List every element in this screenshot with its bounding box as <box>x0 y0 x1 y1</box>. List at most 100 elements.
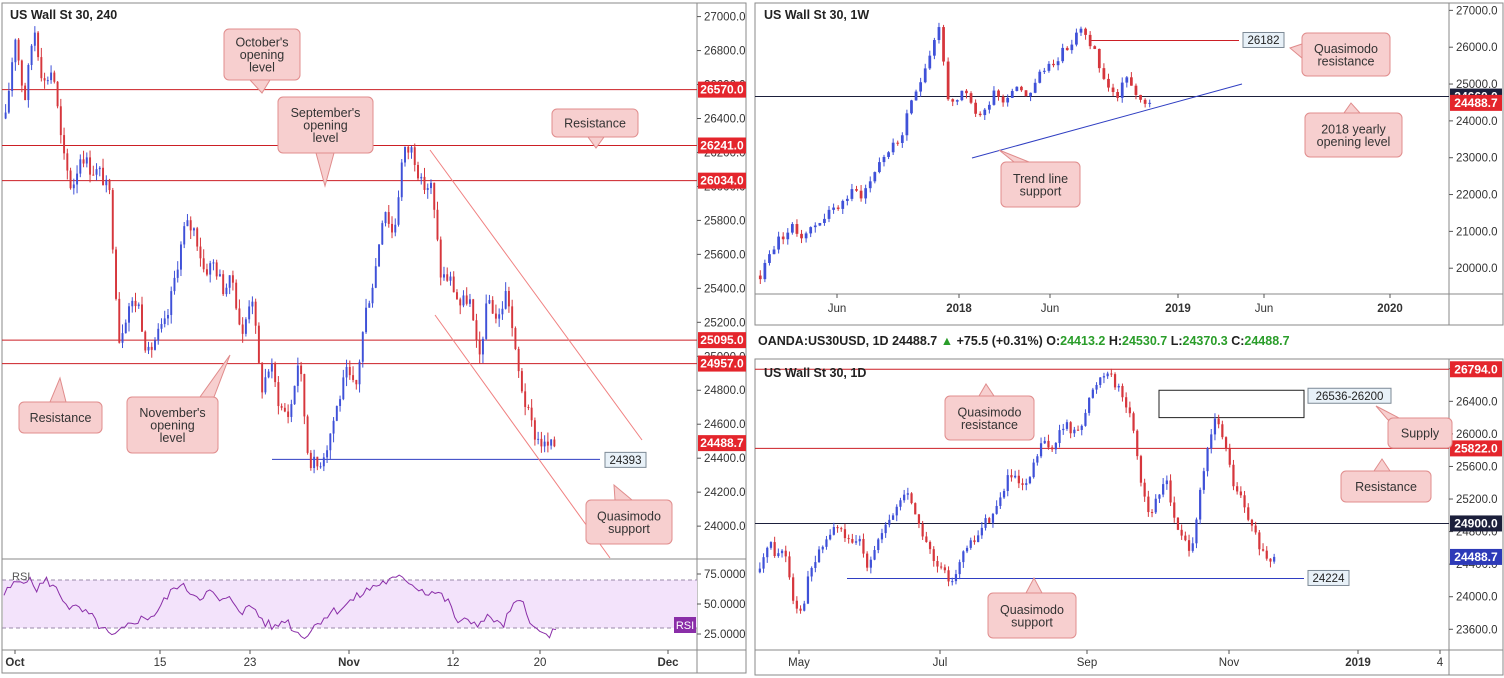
daily-candle-body <box>1047 440 1050 448</box>
weekly-price-axis-tick-label: 21000.0 <box>1456 226 1498 238</box>
h4-candle-body <box>202 258 205 270</box>
weekly-candle-body <box>1029 92 1032 97</box>
h4-candle-body <box>17 39 20 61</box>
h4-candle-body <box>452 276 455 293</box>
daily-candle-body <box>1147 496 1150 513</box>
daily-candle-body <box>1261 549 1265 551</box>
weekly-candle-body <box>800 233 803 239</box>
vertical-separator <box>749 0 754 678</box>
up-arrow-icon: ▲ <box>940 334 954 348</box>
h4-candle-body <box>426 188 429 190</box>
h4-candle-body <box>43 78 46 81</box>
weekly-price-axis-tick-label: 23000.0 <box>1456 153 1498 165</box>
daily-candle-body <box>1002 490 1006 498</box>
h4-candle-body <box>179 244 182 270</box>
daily-candle-body <box>1232 464 1235 487</box>
h4-candle-body <box>37 32 40 58</box>
h4-candle-body <box>371 287 374 304</box>
daily-candle-body <box>928 542 932 550</box>
h4-candle-body <box>319 466 322 468</box>
h4-candle-body <box>488 300 491 304</box>
h4-candle-body <box>128 306 130 323</box>
h4-callout-november-text: level <box>160 431 186 445</box>
daily-candle-body <box>1021 483 1024 485</box>
h4-candle-body <box>507 291 510 307</box>
daily-candle-body <box>1017 475 1020 484</box>
h4-current-price: 24488.7 <box>700 436 744 450</box>
h4-candle-body <box>121 333 124 343</box>
h4-candle-body <box>105 179 108 186</box>
h4-candle-body <box>339 399 342 406</box>
h4-candle-body <box>137 304 140 307</box>
h4-level-label-bg <box>698 81 746 98</box>
weekly-candle-body <box>1070 44 1074 51</box>
daily-candle-body <box>788 556 791 578</box>
h4-candle-body <box>280 406 283 408</box>
h4-chart-panel[interactable]: 27000.026800.026600.026400.026200.026000… <box>0 0 748 678</box>
h4-callout-september-text: September's <box>291 106 361 120</box>
daily-candle-body <box>947 570 950 582</box>
h4-candle-body <box>212 262 215 264</box>
h4-candle-body <box>465 295 468 304</box>
daily-symbol-header: OANDA:US30USD, 1D 24488.7 ▲ +75.5 (+0.31… <box>758 334 1290 348</box>
daily-candle-body <box>1010 475 1013 478</box>
weekly-candle-body <box>763 262 767 280</box>
h4-price-axis-tick-label: 24800.0 <box>704 385 746 397</box>
open-value: 24413.2 <box>1060 334 1106 348</box>
h4-candle-body <box>381 223 384 245</box>
h4-candle-body <box>157 328 160 341</box>
weekly-chart-svg[interactable]: 27000.0 26000.0 25000.0 24000.0 23000.0 22000… <box>754 0 1504 328</box>
h4-candle-body <box>33 32 36 46</box>
daily-candle-body <box>795 600 798 609</box>
weekly-candle-body <box>1038 71 1042 83</box>
h4-candle-body <box>306 416 309 453</box>
h4-candle-body <box>485 303 488 339</box>
h4-support-label: 24393 <box>610 455 642 467</box>
h4-candle-body <box>300 365 303 375</box>
h4-candle-body <box>85 157 88 164</box>
h4-candle-body <box>303 374 306 417</box>
daily-candle-body <box>1247 507 1250 520</box>
h4-candle-body <box>413 147 416 165</box>
daily-candle-body <box>1113 374 1117 388</box>
weekly-candle-body <box>914 91 918 101</box>
daily-price-axis-tick-label: 24000.0 <box>1456 592 1498 604</box>
weekly-candle-body <box>873 172 877 182</box>
daily-candle-body <box>940 566 943 568</box>
weekly-callout-trendline-box <box>1000 161 1081 208</box>
weekly-candle-body <box>1130 77 1133 86</box>
weekly-price-axis-tick-label: 27000.0 <box>1456 5 1498 17</box>
h4-callout-resistance-left-text: Resistance <box>30 411 92 425</box>
daily-candle-body <box>1084 412 1087 426</box>
high-value: 24530.7 <box>1122 334 1168 348</box>
daily-candle-body <box>995 505 998 514</box>
h4-candle-body <box>553 439 556 447</box>
h4-candle-body <box>251 301 254 307</box>
daily-candle-body <box>965 547 969 552</box>
daily-candle-body <box>1076 429 1080 431</box>
daily-candle-body <box>1091 389 1094 398</box>
daily-candle-body <box>1025 483 1028 485</box>
weekly-candle-body <box>1075 32 1078 45</box>
weekly-time-tick-label: 2019 <box>1165 303 1191 315</box>
daily-chart-panel[interactable]: 26800.026400.026000.025600.025200.024800… <box>754 356 1504 678</box>
weekly-callout-trendline-text: Trend line <box>1013 172 1068 186</box>
daily-candle-body <box>880 533 884 540</box>
daily-level-label-bg <box>1450 361 1502 378</box>
daily-candle-body <box>825 539 828 547</box>
h4-chart-title: US Wall St 30, 240 <box>10 8 118 22</box>
h4-candle-body <box>134 300 137 307</box>
weekly-callout-yearly-open-box <box>1304 112 1403 158</box>
h4-chart-svg[interactable]: 27000.026800.026600.026400.026200.026000… <box>0 0 748 678</box>
weekly-candle-body <box>923 68 927 83</box>
daily-candle-body <box>836 527 839 529</box>
daily-candle-body <box>1180 529 1183 536</box>
rsi-band <box>3 580 697 628</box>
h4-candle-body <box>394 224 397 233</box>
daily-candle-body <box>914 503 917 515</box>
h4-candle-body <box>7 90 10 113</box>
h4-candle-body <box>89 157 92 175</box>
weekly-chart-panel[interactable]: 27000.0 26000.0 25000.0 24000.0 23000.0 22000… <box>754 0 1504 328</box>
h4-level-label: 26034.0 <box>700 174 744 188</box>
daily-chart-svg[interactable]: 26800.026400.026000.025600.025200.024800… <box>754 356 1504 678</box>
